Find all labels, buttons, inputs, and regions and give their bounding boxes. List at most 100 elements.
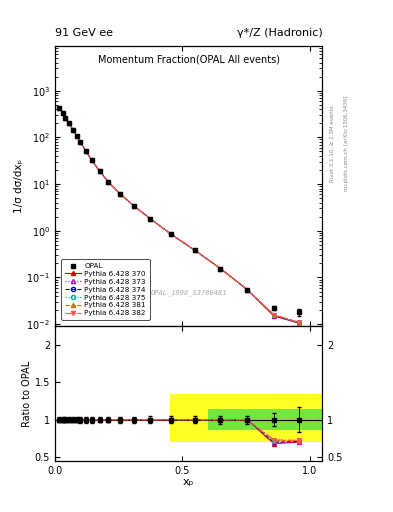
Pythia 6.428 374	[60, 110, 65, 116]
Pythia 6.428 374	[193, 247, 197, 253]
Pythia 6.428 370	[90, 157, 94, 163]
Pythia 6.428 381	[67, 120, 72, 126]
Pythia 6.428 373	[169, 231, 173, 237]
Pythia 6.428 382	[67, 120, 72, 126]
Pythia 6.428 382	[132, 203, 136, 209]
Text: γ*/Z (Hadronic): γ*/Z (Hadronic)	[237, 28, 322, 38]
Pythia 6.428 373	[97, 168, 102, 174]
Pythia 6.428 382	[106, 179, 111, 185]
Pythia 6.428 374	[148, 216, 153, 222]
Pythia 6.428 375	[106, 179, 111, 185]
Pythia 6.428 373	[118, 190, 122, 197]
X-axis label: xₚ: xₚ	[183, 477, 194, 487]
Pythia 6.428 381	[60, 110, 65, 116]
Pythia 6.428 382	[272, 311, 276, 317]
Pythia 6.428 375	[245, 287, 250, 293]
Pythia 6.428 381	[74, 133, 79, 139]
Line: Pythia 6.428 381: Pythia 6.428 381	[57, 105, 301, 325]
Pythia 6.428 382	[78, 139, 83, 145]
Pythia 6.428 381	[272, 312, 276, 318]
Pythia 6.428 374	[97, 168, 102, 174]
Pythia 6.428 381	[83, 147, 88, 154]
Pythia 6.428 375	[70, 127, 75, 133]
Pythia 6.428 370	[70, 127, 75, 133]
Pythia 6.428 381	[245, 287, 250, 293]
Y-axis label: 1/σ dσ/dxₚ: 1/σ dσ/dxₚ	[13, 159, 24, 213]
Pythia 6.428 373	[245, 287, 250, 293]
Pythia 6.428 375	[63, 115, 68, 121]
Pythia 6.428 370	[67, 120, 72, 126]
Pythia 6.428 373	[297, 320, 302, 326]
Pythia 6.428 382	[60, 110, 65, 116]
Pythia 6.428 375	[57, 104, 62, 111]
Pythia 6.428 373	[57, 104, 62, 111]
Line: Pythia 6.428 370: Pythia 6.428 370	[57, 105, 301, 325]
Pythia 6.428 374	[218, 266, 223, 272]
Line: Pythia 6.428 382: Pythia 6.428 382	[57, 105, 301, 325]
Pythia 6.428 373	[60, 110, 65, 116]
Pythia 6.428 373	[132, 203, 136, 209]
Pythia 6.428 375	[218, 266, 223, 272]
Pythia 6.428 381	[106, 179, 111, 185]
Pythia 6.428 375	[132, 203, 136, 209]
Pythia 6.428 373	[272, 313, 276, 319]
Pythia 6.428 381	[90, 157, 94, 163]
Pythia 6.428 370	[63, 115, 68, 121]
Pythia 6.428 375	[169, 231, 173, 237]
Line: Pythia 6.428 374: Pythia 6.428 374	[57, 105, 301, 325]
Pythia 6.428 374	[67, 120, 72, 126]
Pythia 6.428 374	[297, 320, 302, 326]
Legend: OPAL, Pythia 6.428 370, Pythia 6.428 373, Pythia 6.428 374, Pythia 6.428 375, Py: OPAL, Pythia 6.428 370, Pythia 6.428 373…	[61, 260, 149, 320]
Pythia 6.428 382	[169, 231, 173, 237]
Pythia 6.428 370	[193, 247, 197, 253]
Text: 91 GeV ee: 91 GeV ee	[55, 28, 113, 38]
Pythia 6.428 373	[148, 216, 153, 222]
Pythia 6.428 374	[57, 104, 62, 111]
Pythia 6.428 370	[218, 266, 223, 272]
Pythia 6.428 375	[90, 157, 94, 163]
Pythia 6.428 370	[74, 133, 79, 139]
Line: Pythia 6.428 373: Pythia 6.428 373	[57, 105, 301, 325]
Pythia 6.428 375	[60, 110, 65, 116]
Pythia 6.428 375	[83, 147, 88, 154]
Pythia 6.428 381	[169, 231, 173, 237]
Pythia 6.428 382	[297, 319, 302, 326]
Pythia 6.428 382	[70, 127, 75, 133]
Pythia 6.428 382	[218, 266, 223, 272]
Pythia 6.428 382	[97, 168, 102, 174]
Pythia 6.428 375	[297, 319, 302, 326]
Pythia 6.428 370	[57, 104, 62, 111]
Pythia 6.428 375	[67, 120, 72, 126]
Pythia 6.428 370	[297, 320, 302, 326]
Pythia 6.428 373	[83, 147, 88, 154]
Pythia 6.428 375	[118, 190, 122, 197]
Text: Momentum Fraction(OPAL All events): Momentum Fraction(OPAL All events)	[97, 54, 280, 65]
Pythia 6.428 373	[106, 179, 111, 185]
Y-axis label: Ratio to OPAL: Ratio to OPAL	[22, 360, 32, 426]
Pythia 6.428 370	[118, 190, 122, 197]
Pythia 6.428 370	[272, 313, 276, 319]
Pythia 6.428 374	[63, 115, 68, 121]
Pythia 6.428 373	[67, 120, 72, 126]
Pythia 6.428 382	[63, 115, 68, 121]
Pythia 6.428 370	[78, 139, 83, 145]
Pythia 6.428 374	[132, 203, 136, 209]
Pythia 6.428 373	[70, 127, 75, 133]
Pythia 6.428 382	[245, 287, 250, 293]
Pythia 6.428 374	[74, 133, 79, 139]
Pythia 6.428 375	[78, 139, 83, 145]
Pythia 6.428 373	[218, 266, 223, 272]
Pythia 6.428 374	[245, 287, 250, 293]
Pythia 6.428 374	[106, 179, 111, 185]
Pythia 6.428 370	[148, 216, 153, 222]
Pythia 6.428 374	[70, 127, 75, 133]
Pythia 6.428 373	[74, 133, 79, 139]
Pythia 6.428 381	[148, 216, 153, 222]
Bar	[208, 409, 322, 430]
Pythia 6.428 373	[193, 247, 197, 253]
Line: Pythia 6.428 375: Pythia 6.428 375	[57, 105, 301, 325]
Pythia 6.428 374	[90, 157, 94, 163]
Pythia 6.428 382	[118, 190, 122, 197]
Pythia 6.428 370	[60, 110, 65, 116]
Pythia 6.428 381	[218, 266, 223, 272]
